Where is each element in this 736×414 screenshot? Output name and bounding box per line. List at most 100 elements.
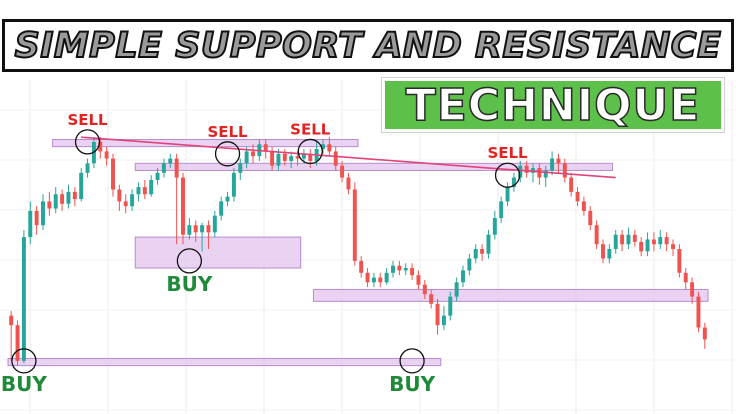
candle-up [486, 229, 491, 259]
candle-body [53, 194, 58, 209]
candle-down [683, 268, 688, 290]
candle-body [327, 144, 332, 152]
candle-down [378, 272, 383, 288]
candle-down [72, 187, 77, 207]
chart-subtitle: TECHNIQUE [405, 79, 701, 132]
candle-up [161, 158, 166, 178]
candle-up [238, 158, 243, 180]
candle-body [187, 225, 192, 235]
candle-body [244, 151, 249, 164]
candle-down [537, 163, 542, 185]
candle-up [454, 277, 459, 302]
candle-up [155, 168, 160, 185]
candle-body [569, 177, 574, 192]
candle-body [384, 272, 389, 283]
buy-label: BUY [389, 372, 435, 396]
candle-body [696, 296, 701, 328]
candle-body [308, 153, 313, 161]
candle-up [550, 151, 555, 176]
candle-body [231, 172, 236, 197]
candle-down [47, 191, 52, 216]
candle-body [168, 158, 173, 164]
candle-up [321, 139, 325, 154]
candle-up [391, 260, 395, 278]
candle-body [34, 210, 39, 226]
candle-up [225, 191, 230, 207]
candle-down [346, 172, 351, 195]
sell-signal-circle [297, 138, 323, 165]
candle-down [677, 244, 682, 278]
candle-body [499, 201, 504, 219]
candle-down [575, 187, 580, 207]
candle-up [467, 253, 472, 276]
candle-down [410, 263, 415, 280]
candle-body [174, 158, 179, 178]
candle-down [581, 196, 586, 216]
candle-up [85, 158, 90, 178]
candle-body [359, 260, 364, 273]
candle-up [41, 194, 45, 230]
candle-down [651, 232, 656, 252]
candle-body [556, 158, 561, 164]
candle-body [441, 315, 446, 326]
zone-support-mid [134, 236, 302, 269]
candle-down [308, 149, 313, 169]
candle-body [511, 177, 516, 188]
candles-layer [9, 137, 707, 366]
candle-body [130, 194, 135, 207]
candle-body [111, 158, 115, 190]
candle-body [60, 194, 65, 204]
candle-body [626, 234, 631, 245]
candle-body [276, 153, 281, 166]
signals-layer: SELL SELL SELL SELL BUY BUY BUY [1, 111, 528, 396]
candle-body [378, 277, 383, 283]
candle-body [658, 237, 663, 245]
candle-body [575, 191, 580, 202]
candle-down [696, 291, 701, 333]
candle-body [454, 282, 459, 297]
candle-body [594, 225, 599, 245]
sell-signal-circle [74, 129, 101, 155]
candle-body [486, 234, 491, 254]
candle-up [130, 189, 135, 211]
candle-body [289, 156, 294, 161]
candle-up [461, 265, 465, 288]
candle-body [263, 144, 268, 152]
candle-up [149, 175, 154, 197]
candle-down [111, 153, 115, 197]
candle-body [66, 191, 71, 204]
candle-down [60, 189, 65, 211]
candle-body [238, 163, 243, 173]
candle-down [594, 220, 599, 249]
candle-body [371, 277, 376, 283]
candle-up [658, 229, 663, 249]
candle-body [671, 244, 675, 249]
candle-down [620, 229, 625, 252]
candle-down [562, 158, 567, 183]
candle-up [543, 165, 548, 188]
buy-signal-circle [176, 248, 203, 274]
buy-signal-circle [399, 348, 425, 374]
buy-label: BUY [1, 372, 47, 396]
candle-up [473, 244, 478, 264]
candle-body [98, 141, 103, 152]
candle-up [613, 229, 618, 254]
candle-down [117, 184, 122, 211]
candle-down [359, 256, 364, 278]
candle-up [505, 182, 510, 207]
candle-up [403, 263, 408, 276]
candle-up [607, 244, 612, 264]
candle-body [607, 249, 612, 259]
candle-body [683, 272, 688, 283]
candle-body [524, 165, 529, 173]
candle-body [85, 163, 90, 173]
candle-down [422, 279, 427, 299]
candle-down [193, 220, 198, 242]
candle-down [429, 289, 434, 309]
candle-down [270, 146, 275, 171]
candle-down [556, 153, 561, 173]
candle-down [174, 153, 179, 245]
candle-body [295, 156, 300, 159]
candle-up [518, 160, 523, 183]
